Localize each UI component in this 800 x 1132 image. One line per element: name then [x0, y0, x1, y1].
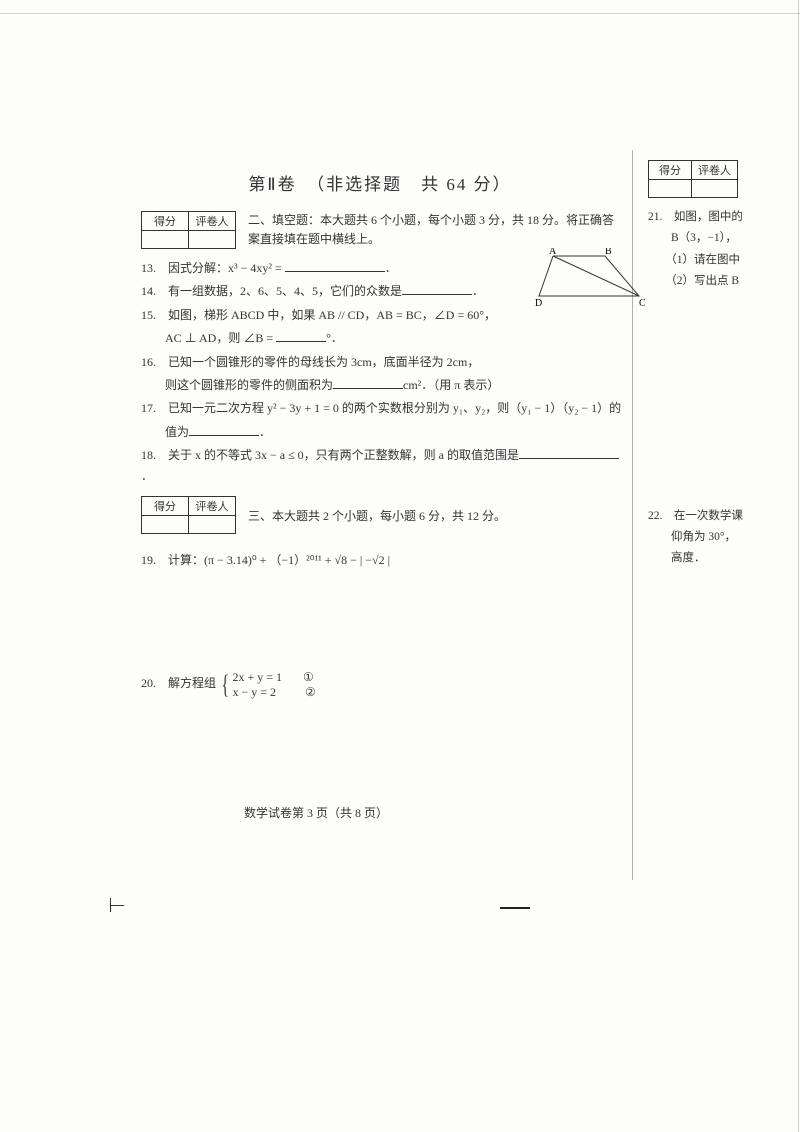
q22-line3: 高度． [648, 549, 798, 567]
q15-blank [276, 329, 326, 342]
score-box2-grader-cell [189, 515, 236, 533]
trapezoid-outline [539, 256, 639, 296]
q21-line4: （2）写出点 B [648, 272, 798, 290]
q16-blank [333, 376, 403, 389]
q22-line2: 仰角为 30°， [648, 528, 798, 546]
q18-text: 18. 关于 x 的不等式 3x − a ≤ 0，只有两个正整数解，则 a 的取… [141, 448, 519, 462]
brace-icon: { [222, 678, 229, 692]
q14-text: 14. 有一组数据，2、6、5、4、5，它们的众数是 [141, 284, 402, 298]
q13-period: ． [385, 261, 397, 275]
score-box-r-score-cell [649, 180, 692, 198]
question-15-line2: AC ⊥ AD，则 ∠B = °． [141, 328, 625, 348]
score-box-grader-label: 评卷人 [189, 212, 236, 231]
question-19: 19. 计算：(π − 3.14)⁰ + （−1）²⁰¹¹ + √8 − | −… [141, 550, 625, 570]
q16b-text: 则这个圆锥形的零件的侧面积为 [141, 378, 333, 392]
q17b-text: 值为 [141, 425, 189, 439]
q17b-post: ． [259, 425, 271, 439]
scan-artifact-line [0, 13, 800, 14]
question-16-line1: 16. 已知一个圆锥形的零件的母线长为 3cm，底面半径为 2cm， [141, 352, 625, 372]
q15b-text: AC ⊥ AD，则 ∠B = [141, 331, 276, 345]
q20-eq2: x − y = 2 [233, 685, 277, 699]
score-box-r-grader-cell [692, 180, 738, 198]
q21-line1: 21. 如图，图中的 [648, 208, 798, 226]
score-box-grader-cell [189, 231, 236, 249]
section-title: 第Ⅱ卷 （非选择题 共 64 分） [135, 170, 625, 195]
question-17-line1: 17. 已知一元二次方程 y² − 3y + 1 = 0 的两个实数根分别为 y… [141, 398, 625, 418]
score-box-2: 得分 评卷人 [141, 496, 236, 534]
fig-label-D: D [535, 298, 542, 309]
q13-blank [285, 259, 385, 272]
score-box: 得分 评卷人 [141, 211, 236, 249]
question-17-line2: 值为 ． [141, 422, 625, 442]
q17-blank [189, 423, 259, 436]
fig-label-B: B [605, 248, 612, 257]
q14-blank [402, 282, 472, 295]
q20-eq2-tag: ② [305, 685, 316, 699]
crop-mark-v [110, 898, 112, 912]
score-box-right: 得分 评卷人 [648, 160, 738, 198]
q18-period: ． [141, 469, 153, 483]
q21-line3: （1）请在图中 [648, 251, 798, 269]
section3-instruction: 三、本大题共 2 个小题，每小题 6 分，共 12 分。 [248, 507, 506, 524]
score-box2-grader-label: 评卷人 [189, 496, 236, 515]
fig-label-A: A [549, 248, 557, 257]
page-footer: 数学试卷第 3 页（共 8 页） [0, 804, 632, 821]
score-box2-score-cell [142, 515, 189, 533]
score-box-score-label: 得分 [142, 212, 189, 231]
q20-text: 20. 解方程组 [141, 676, 216, 690]
crop-dash [500, 907, 530, 909]
score-box-r-grader-label: 评卷人 [692, 161, 738, 180]
score-box2-score-label: 得分 [142, 496, 189, 515]
q21-line2: B（3，−1）， [648, 229, 798, 247]
score-box-score-cell [142, 231, 189, 249]
q13-text: 13. 因式分解：x³ − 4xy² = [141, 261, 285, 275]
q20-eq1-tag: ① [303, 670, 314, 684]
right-column-partial: 得分 评卷人 21. 如图，图中的 B（3，−1）， （1）请在图中 （2）写出… [648, 160, 798, 571]
exam-page: 第Ⅱ卷 （非选择题 共 64 分） 得分 评卷人 二、填空题：本大题共 6 个小… [0, 0, 800, 1132]
question-18: 18. 关于 x 的不等式 3x − a ≤ 0，只有两个正整数解，则 a 的取… [141, 445, 625, 486]
q18-blank [519, 446, 619, 459]
q14-period: ． [472, 284, 484, 298]
trapezoid-diagonal [553, 256, 639, 296]
page-edge-line [798, 0, 799, 1132]
fig-label-C: C [639, 298, 645, 309]
main-column: 第Ⅱ卷 （非选择题 共 64 分） 得分 评卷人 二、填空题：本大题共 6 个小… [135, 170, 625, 702]
question-16-line2: 则这个圆锥形的零件的侧面积为 cm²．（用 π 表示） [141, 375, 625, 395]
trapezoid-figure: A B C D [535, 248, 645, 310]
section2-instruction-a: 二、填空题：本大题共 6 个小题，每个小题 3 分，共 18 分。将正确答 [248, 211, 614, 230]
q20-eq1: 2x + y = 1 [233, 670, 283, 684]
crop-mark-h [110, 905, 124, 907]
q22-line1: 22. 在一次数学课 [648, 507, 798, 525]
q20-system: 2x + y = 1 ① x − y = 2 ② [233, 670, 316, 699]
question-20: 20. 解方程组 { 2x + y = 1 ① x − y = 2 ② [141, 670, 625, 699]
section2-instruction-b: 案直接填在题中横线上。 [248, 230, 614, 249]
q15b-post: °． [326, 331, 343, 345]
score-box-r-score-label: 得分 [649, 161, 692, 180]
q16b-post: cm²．（用 π 表示） [403, 378, 499, 392]
